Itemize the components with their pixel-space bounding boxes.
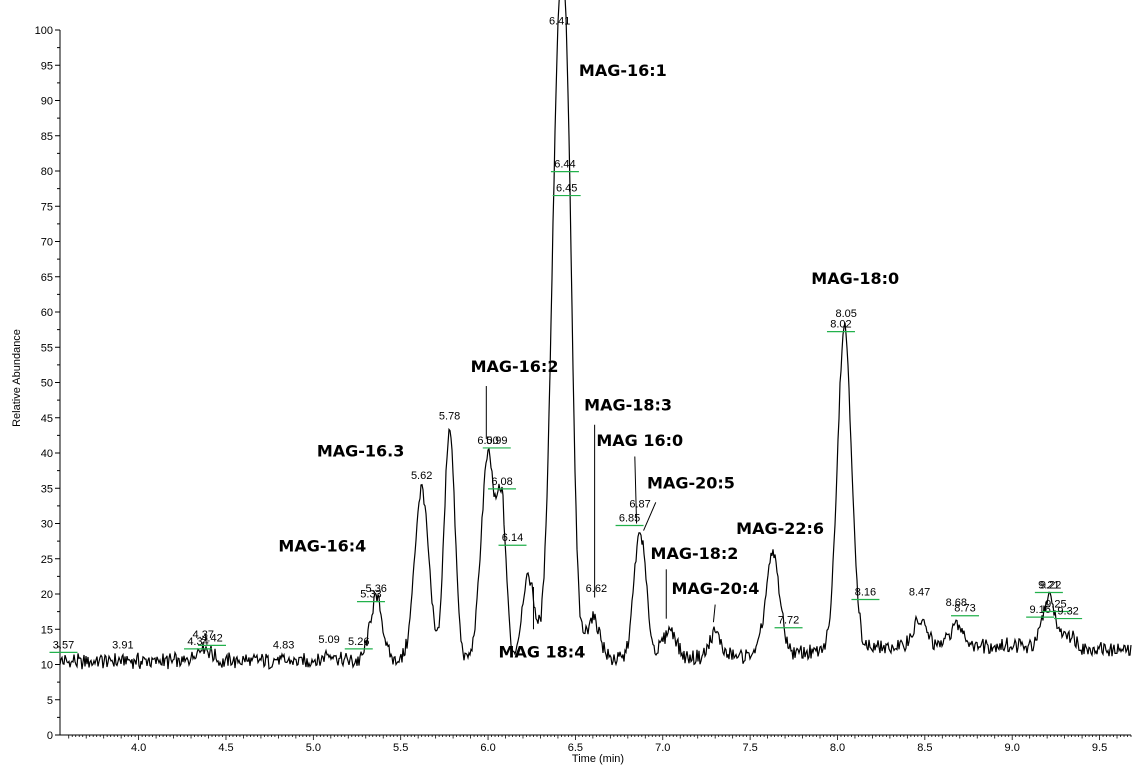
peak-rt-label: 6.62 <box>586 583 607 595</box>
compound-label: MAG-16:2 <box>471 357 559 376</box>
peak-rt-label: 6.44 <box>554 159 575 171</box>
x-tick-label: 8.0 <box>830 742 845 754</box>
peak-rt-label: 4.42 <box>201 632 222 644</box>
x-tick-label: 6.5 <box>568 742 583 754</box>
peak-rt-label: 5.78 <box>439 410 460 422</box>
y-tick-label: 30 <box>41 519 53 531</box>
y-tick-label: 0 <box>47 730 53 742</box>
compound-label: MAG-18:0 <box>811 269 899 288</box>
y-tick-label: 55 <box>41 342 53 354</box>
y-tick-label: 75 <box>41 201 53 213</box>
peak-rt-label: 3.91 <box>112 639 133 651</box>
y-tick-label: 35 <box>41 483 53 495</box>
peak-rt-label: 6.45 <box>556 183 577 195</box>
y-tick-label: 20 <box>41 589 53 601</box>
x-axis-title: Time (min) <box>572 753 624 765</box>
y-tick-label: 45 <box>41 413 53 425</box>
x-tick-label: 7.0 <box>655 742 670 754</box>
chromatogram-trace <box>59 0 1132 670</box>
trace-layer <box>59 0 1132 670</box>
compound-label: MAG-16:1 <box>579 61 667 80</box>
annotation-leader-line <box>643 502 657 531</box>
compound-label: MAG-20:4 <box>672 579 760 598</box>
peak-rt-label: 6.00 <box>477 435 498 447</box>
y-tick-label: 85 <box>41 131 53 143</box>
annotation-layer: MAG-16:1 MAG-18:0 MAG-16:2 MAG-16.3 MAG-16:4… <box>278 61 899 662</box>
y-tick-label: 100 <box>35 25 53 37</box>
peak-rt-label: 5.09 <box>318 634 339 646</box>
compound-label: MAG-20:5 <box>647 473 735 492</box>
y-axis-title: Relative Abundance <box>11 329 23 427</box>
peak-rt-label: 4.83 <box>273 639 294 651</box>
compound-label: MAG-16.3 <box>317 442 405 461</box>
peak-label-layer: 3.57 3.91 4.344.374.424.83 5.09 5.265.335.36… <box>49 15 1083 654</box>
compound-label: MAG-18:3 <box>584 396 672 415</box>
peak-rt-label: 8.05 <box>836 308 857 320</box>
y-tick-label: 70 <box>41 237 53 249</box>
x-tick-label: 5.5 <box>393 742 408 754</box>
x-tick-label: 6.0 <box>480 742 495 754</box>
y-tick-label: 40 <box>41 448 53 460</box>
compound-label: MAG-18:2 <box>651 544 739 563</box>
peak-rt-label: 4.37 <box>193 629 214 641</box>
compound-label: MAG 16:0 <box>596 431 683 450</box>
peak-rt-label: 9.25 <box>1045 599 1066 611</box>
x-tick-label: 7.5 <box>742 742 757 754</box>
x-tick-label: 9.5 <box>1092 742 1107 754</box>
peak-rt-label: 6.85 <box>619 513 640 525</box>
y-tick-label: 80 <box>41 166 53 178</box>
peak-rt-label: 8.73 <box>954 603 975 615</box>
x-tick-label: 4.0 <box>131 742 146 754</box>
annotation-leader-line <box>712 604 716 623</box>
peak-rt-label: 7.72 <box>778 615 799 627</box>
peak-rt-label: 9.22 <box>1040 579 1061 591</box>
y-tick-label: 10 <box>41 660 53 672</box>
peak-rt-label: 3.57 <box>53 639 74 651</box>
peak-rt-label: 8.68 <box>946 597 967 609</box>
y-tick-label: 5 <box>47 695 53 707</box>
y-tick-label: 65 <box>41 272 53 284</box>
x-tick-label: 4.5 <box>218 742 233 754</box>
peak-rt-label: 6.87 <box>629 498 650 510</box>
axes: 0 5 10 15 20 25 30 35 40 45 50 55 60 65 70 75 80 85 90 95 10… <box>35 25 1132 754</box>
peak-rt-label: 6.08 <box>491 476 512 488</box>
peak-rt-label: 8.47 <box>909 587 930 599</box>
compound-label: MAG-22:6 <box>736 519 824 538</box>
y-tick-label: 15 <box>41 624 53 636</box>
peak-rt-label: 8.16 <box>855 587 876 599</box>
x-tick-label: 5.0 <box>306 742 321 754</box>
peak-rt-label: 6.41 <box>549 15 570 27</box>
peak-rt-label: 9.32 <box>1057 606 1078 618</box>
annotation-leader-line <box>634 456 638 524</box>
compound-label: MAG-16:4 <box>278 537 366 556</box>
y-tick-label: 90 <box>41 96 53 108</box>
peak-rt-label: 5.36 <box>366 583 387 595</box>
y-tick-label: 95 <box>41 60 53 72</box>
peak-rt-label: 5.33 <box>360 589 381 601</box>
peak-rt-label: 5.99 <box>486 435 507 447</box>
peak-rt-label: 6.14 <box>502 532 523 544</box>
y-tick-label: 25 <box>41 554 53 566</box>
peak-rt-label: 9.16 <box>1029 604 1050 616</box>
x-tick-label: 9.0 <box>1005 742 1020 754</box>
peak-rt-label: 9.21 <box>1038 579 1059 591</box>
compound-label: MAG 18:4 <box>499 642 586 661</box>
peak-rt-label: 5.62 <box>411 470 432 482</box>
x-tick-label: 8.5 <box>917 742 932 754</box>
y-tick-label: 50 <box>41 378 53 390</box>
peak-rt-label: 8.02 <box>830 319 851 331</box>
y-tick-label: 60 <box>41 307 53 319</box>
peak-rt-label: 5.26 <box>348 636 369 648</box>
